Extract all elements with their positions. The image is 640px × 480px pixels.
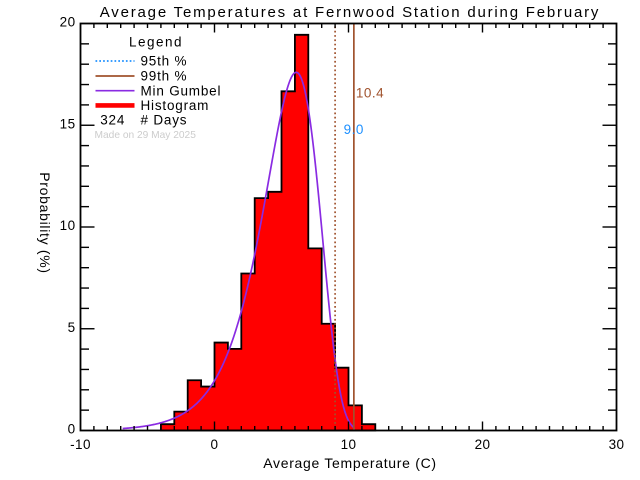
legend-label-min-gumbel: Min Gumbel [141,83,222,98]
x-tick-label: 30 [609,437,625,452]
gumbel-fit-curve [122,71,355,430]
x-axis-label: Average Temperature (C) [263,455,437,471]
x-tick-label: 10 [341,437,357,452]
x-tick-label: 20 [475,437,491,452]
min-gumbel-curve [122,71,355,430]
legend: Legend 95th % 99th % Min Gumbel Histogra… [95,35,222,142]
histogram-bars [160,33,377,432]
y-axis-label: Probability (%) [37,172,53,274]
percentile-99-value-label: 10.4 [356,86,384,101]
histogram-step-polygon [160,33,377,432]
percentile-95-value-label: 9.0 [344,122,364,137]
y-tick-label: 0 [68,422,76,437]
x-tick-label: 0 [211,437,219,452]
legend-label-99th: 99th % [141,69,188,84]
legend-days-label: # Days [141,113,188,128]
legend-title: Legend [129,35,183,50]
legend-line-samples [95,60,135,108]
legend-days-count: 324 [100,113,125,128]
legend-label-95th: 95th % [141,54,188,69]
y-tick-label: 5 [68,320,76,335]
watermark-made-on-date: Made on 29 May 2025 [95,130,197,141]
legend-label-histogram: Histogram [141,98,210,113]
y-tick-label: 10 [60,218,76,233]
percentile-lines [334,23,355,431]
chart-title: Average Temperatures at Fernwood Station… [100,4,600,21]
axes-frame-and-ticks [79,22,618,432]
y-tick-label: 20 [60,15,76,30]
y-tick-label: 15 [60,116,76,131]
x-tick-label: -10 [70,437,91,452]
